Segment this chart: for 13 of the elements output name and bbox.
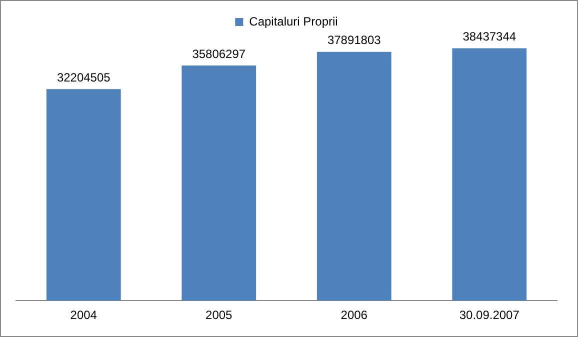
x-tick-label: 2004 — [70, 308, 98, 322]
data-label: 32204505 — [56, 70, 111, 84]
bar — [316, 52, 392, 301]
x-tick-label: 2005 — [206, 308, 233, 322]
legend-label: Capitaluri Proprii — [249, 14, 338, 28]
bar — [182, 66, 256, 301]
x-tick-label: 2006 — [340, 308, 368, 322]
data-label: 38437344 — [462, 30, 516, 44]
data-label: 37891803 — [327, 33, 382, 48]
bar — [46, 89, 121, 301]
x-tick-label: 30.09.2007 — [459, 308, 520, 322]
data-label: 35806297 — [192, 46, 246, 61]
bar — [452, 48, 527, 301]
